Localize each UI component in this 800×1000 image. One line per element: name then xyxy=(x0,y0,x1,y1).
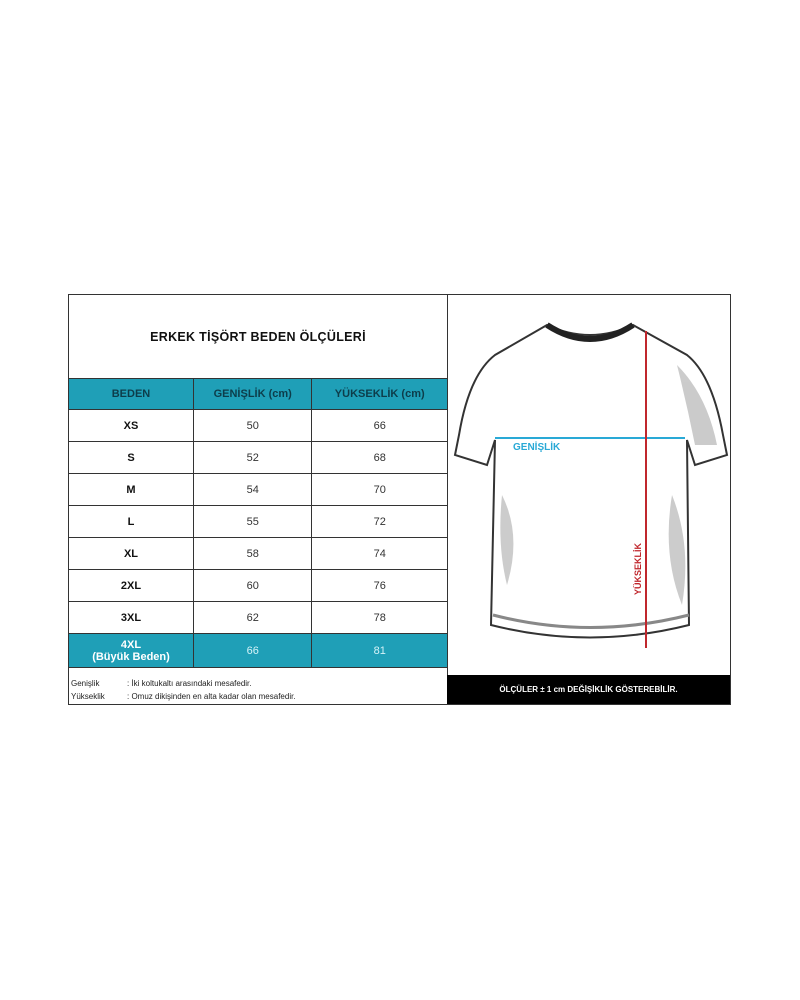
size-cell: XL xyxy=(69,537,194,570)
note-desc: : İki koltukaltı arasındaki mesafedir. xyxy=(127,679,252,688)
width-cell: 54 xyxy=(192,473,313,506)
width-cell: 62 xyxy=(192,601,313,634)
table-row: S 52 68 xyxy=(69,441,447,474)
chart-title: ERKEK TİŞÖRT BEDEN ÖLÇÜLERİ xyxy=(69,295,447,379)
table-row: 3XL 62 78 xyxy=(69,601,447,634)
tshirt-outline xyxy=(453,322,729,639)
header-width: GENİŞLİK (cm) xyxy=(192,378,313,410)
size-chart: ERKEK TİŞÖRT BEDEN ÖLÇÜLERİ BEDEN GENİŞL… xyxy=(68,294,731,705)
notes: Genişlik : İki koltukaltı arasındaki mesa… xyxy=(69,677,447,703)
size-cell: 4XL (Büyük Beden) xyxy=(69,633,194,668)
table-row: XS 50 66 xyxy=(69,409,447,442)
size-note: (Büyük Beden) xyxy=(92,650,170,663)
height-cell: 78 xyxy=(311,601,447,634)
tshirt-shading xyxy=(500,365,717,605)
note-term: Genişlik xyxy=(71,679,100,688)
size-cell: XS xyxy=(69,409,194,442)
note-height: Yükseklik : Omuz dikişinden en alta kadar… xyxy=(69,690,447,703)
size-table: BEDEN GENİŞLİK (cm) YÜKSEKLİK (cm) XS 50 6… xyxy=(69,378,447,668)
width-label: GENİŞLİK xyxy=(513,440,561,453)
width-cell: 52 xyxy=(192,441,313,474)
width-cell: 58 xyxy=(192,537,313,570)
height-label: YÜKSEKLİK xyxy=(633,542,643,595)
size-cell: 2XL xyxy=(69,569,194,602)
size-cell: 3XL xyxy=(69,601,194,634)
tshirt-diagram: GENİŞLİK YÜKSEKLİK xyxy=(453,322,729,648)
height-cell: 74 xyxy=(311,537,447,570)
diagram-panel: GENİŞLİK YÜKSEKLİK ÖLÇÜLER ± 1 cm DEĞİŞİ… xyxy=(447,295,730,704)
header-size: BEDEN xyxy=(69,378,194,410)
note-desc: : Omuz dikişinden en alta kadar olan mes… xyxy=(127,692,296,701)
table-row: 2XL 60 76 xyxy=(69,569,447,602)
table-row-4xl: 4XL (Büyük Beden) 66 81 xyxy=(69,633,447,668)
note-width: Genişlik : İki koltukaltı arasındaki mesa… xyxy=(69,677,447,690)
disclaimer-bar: ÖLÇÜLER ± 1 cm DEĞİŞİKLİK GÖSTEREBİLİR. xyxy=(447,675,730,704)
size-table-panel: ERKEK TİŞÖRT BEDEN ÖLÇÜLERİ BEDEN GENİŞL… xyxy=(69,295,448,704)
table-row: XL 58 74 xyxy=(69,537,447,570)
height-cell: 76 xyxy=(311,569,447,602)
height-cell: 81 xyxy=(311,633,447,668)
height-cell: 72 xyxy=(311,505,447,538)
width-cell: 60 xyxy=(192,569,313,602)
note-term: Yükseklik xyxy=(71,692,105,701)
size-cell: L xyxy=(69,505,194,538)
size-label: 4XL xyxy=(120,638,142,651)
height-cell: 70 xyxy=(311,473,447,506)
width-cell: 55 xyxy=(192,505,313,538)
width-cell: 66 xyxy=(192,633,313,668)
height-cell: 68 xyxy=(311,441,447,474)
table-header: BEDEN GENİŞLİK (cm) YÜKSEKLİK (cm) xyxy=(69,378,447,410)
table-row: L 55 72 xyxy=(69,505,447,538)
size-cell: S xyxy=(69,441,194,474)
header-height: YÜKSEKLİK (cm) xyxy=(311,378,447,410)
height-cell: 66 xyxy=(311,409,447,442)
width-cell: 50 xyxy=(192,409,313,442)
table-row: M 54 70 xyxy=(69,473,447,506)
size-cell: M xyxy=(69,473,194,506)
